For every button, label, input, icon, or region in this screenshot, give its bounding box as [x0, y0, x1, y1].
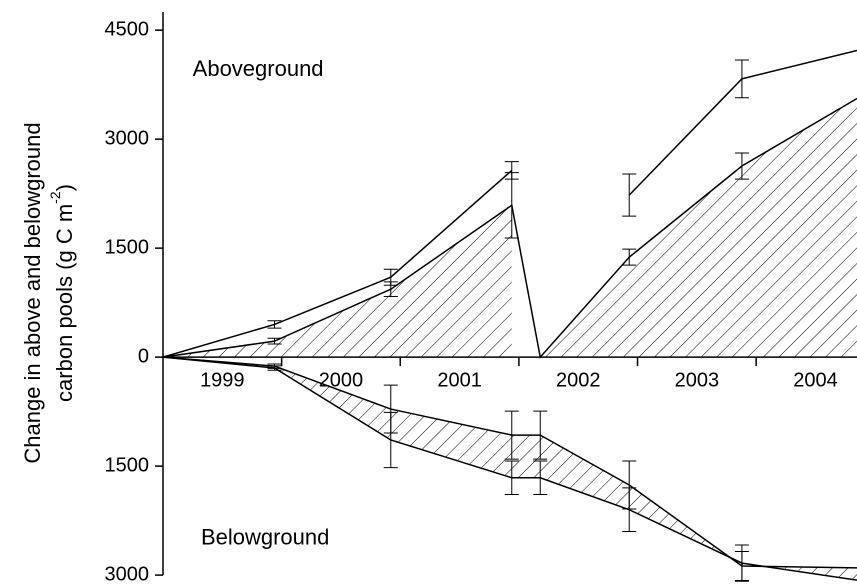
y-label-sup: -2 — [47, 191, 63, 204]
error-bar — [734, 59, 749, 99]
x-tick-label: 2003 — [675, 369, 720, 391]
error-bar — [267, 337, 282, 345]
y-label-end: ) — [52, 184, 77, 191]
y-axis-label: Change in above and belowground carbon p… — [20, 122, 77, 463]
data-line — [162, 356, 857, 581]
error-bar — [383, 411, 398, 469]
error-bar — [533, 460, 548, 495]
hatch-area — [540, 98, 857, 358]
y-tick-label: 0 — [138, 345, 149, 367]
error-bar — [504, 460, 519, 495]
error-bar — [622, 173, 637, 217]
y-tick-label: 3000 — [105, 563, 150, 585]
y-tick-label: 3000 — [105, 127, 150, 149]
error-bar — [267, 365, 282, 371]
error-bar — [734, 152, 749, 180]
error-bar — [504, 172, 519, 239]
x-tick-label: 2002 — [556, 369, 601, 391]
error-bar — [533, 410, 548, 460]
error-bar — [622, 248, 637, 266]
x-tick-label: 1999 — [200, 369, 245, 391]
y-label-line1: Change in above and belowground — [20, 122, 45, 463]
data-line — [162, 356, 857, 569]
y-tick-label: 4500 — [105, 18, 150, 40]
data-line — [162, 97, 857, 359]
annotation: Aboveground — [193, 56, 324, 81]
error-bar — [267, 320, 282, 329]
x-tick-label: 2000 — [319, 369, 364, 391]
y-tick-label: 1500 — [105, 236, 150, 258]
y-tick-label: 1500 — [105, 454, 150, 476]
error-bar — [734, 544, 749, 582]
error-bar — [622, 487, 637, 533]
error-bar — [383, 281, 398, 297]
error-bar — [504, 410, 519, 460]
annotation: Belowground — [201, 525, 329, 550]
x-tick-label: 2004 — [793, 369, 838, 391]
y-label-text: carbon pools (g C m — [52, 204, 77, 402]
x-tick-label: 2001 — [437, 369, 482, 391]
hatch-area — [163, 205, 512, 358]
y-label-line2: carbon pools (g C m-2) — [47, 184, 77, 402]
